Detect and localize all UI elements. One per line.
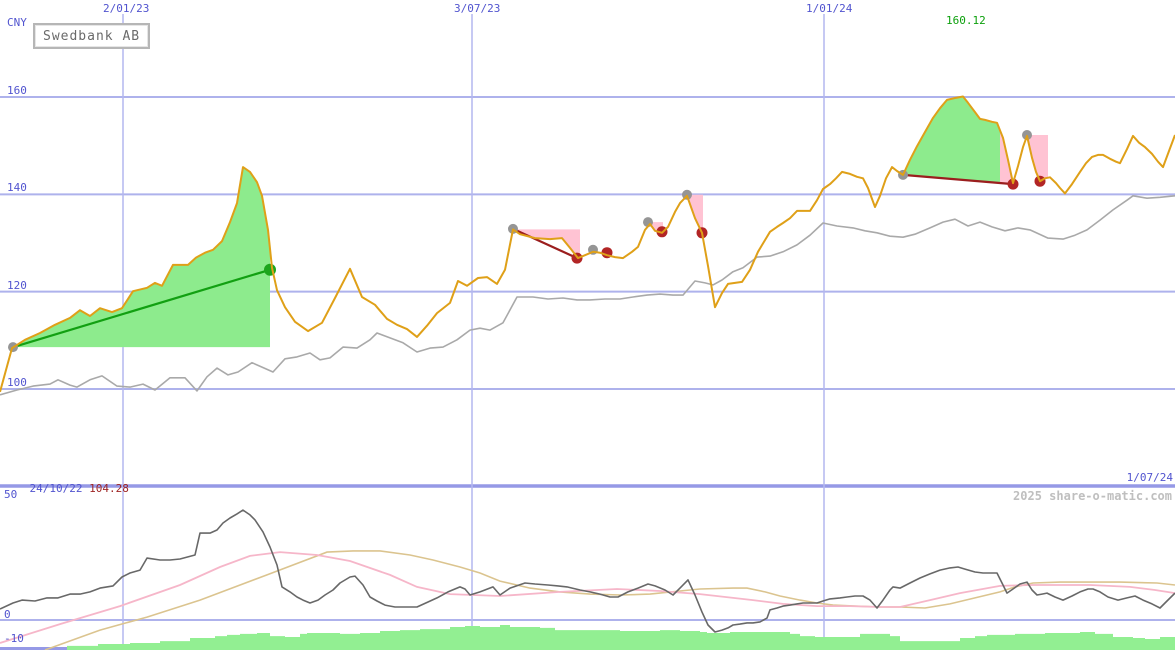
signal-line-pink (0, 551, 1175, 644)
price-tick-label: 100 (7, 376, 27, 389)
volume-area (67, 625, 1175, 650)
momentum-line (0, 509, 1175, 633)
marker-dot-red (1007, 178, 1019, 190)
price-tick-label: 140 (7, 181, 27, 195)
instrument-title: Swedbank AB (43, 29, 141, 44)
indicator-tick-label: -10 (4, 632, 24, 645)
currency-label: CNY (7, 16, 27, 29)
benchmark-line (0, 195, 1175, 396)
trend-fill-pink (1027, 135, 1048, 182)
downtrend-line (512, 227, 578, 260)
peak-price-annotation: 160.12 (946, 14, 986, 27)
instrument-title-box[interactable]: Swedbank AB (33, 23, 151, 49)
indicator-tick-label: 50 (4, 488, 18, 501)
downtrend-line (902, 173, 1014, 186)
uptrend-line (12, 268, 271, 349)
range-start-price: 104.28 (89, 482, 129, 495)
range-start-date: 24/10/22 (29, 482, 83, 495)
x-axis-date-3: 1/01/24 (806, 2, 853, 15)
range-start-label: 24/10/22 104.28 (3, 472, 129, 505)
price-tick-label: 160 (7, 84, 27, 97)
x-axis-date-1: 2/01/23 (103, 2, 150, 15)
trend-fill-green (13, 167, 270, 348)
x-axis-date-2: 3/07/23 (454, 2, 501, 15)
indicator-tick-label: 0 (4, 608, 11, 621)
watermark: 2025 share-o-matic.com (1013, 489, 1172, 503)
trend-fill-green (903, 96, 1000, 183)
range-end-date: 1/07/24 (1126, 471, 1173, 484)
price-line (0, 95, 1175, 393)
price-tick-label: 120 (7, 278, 27, 292)
